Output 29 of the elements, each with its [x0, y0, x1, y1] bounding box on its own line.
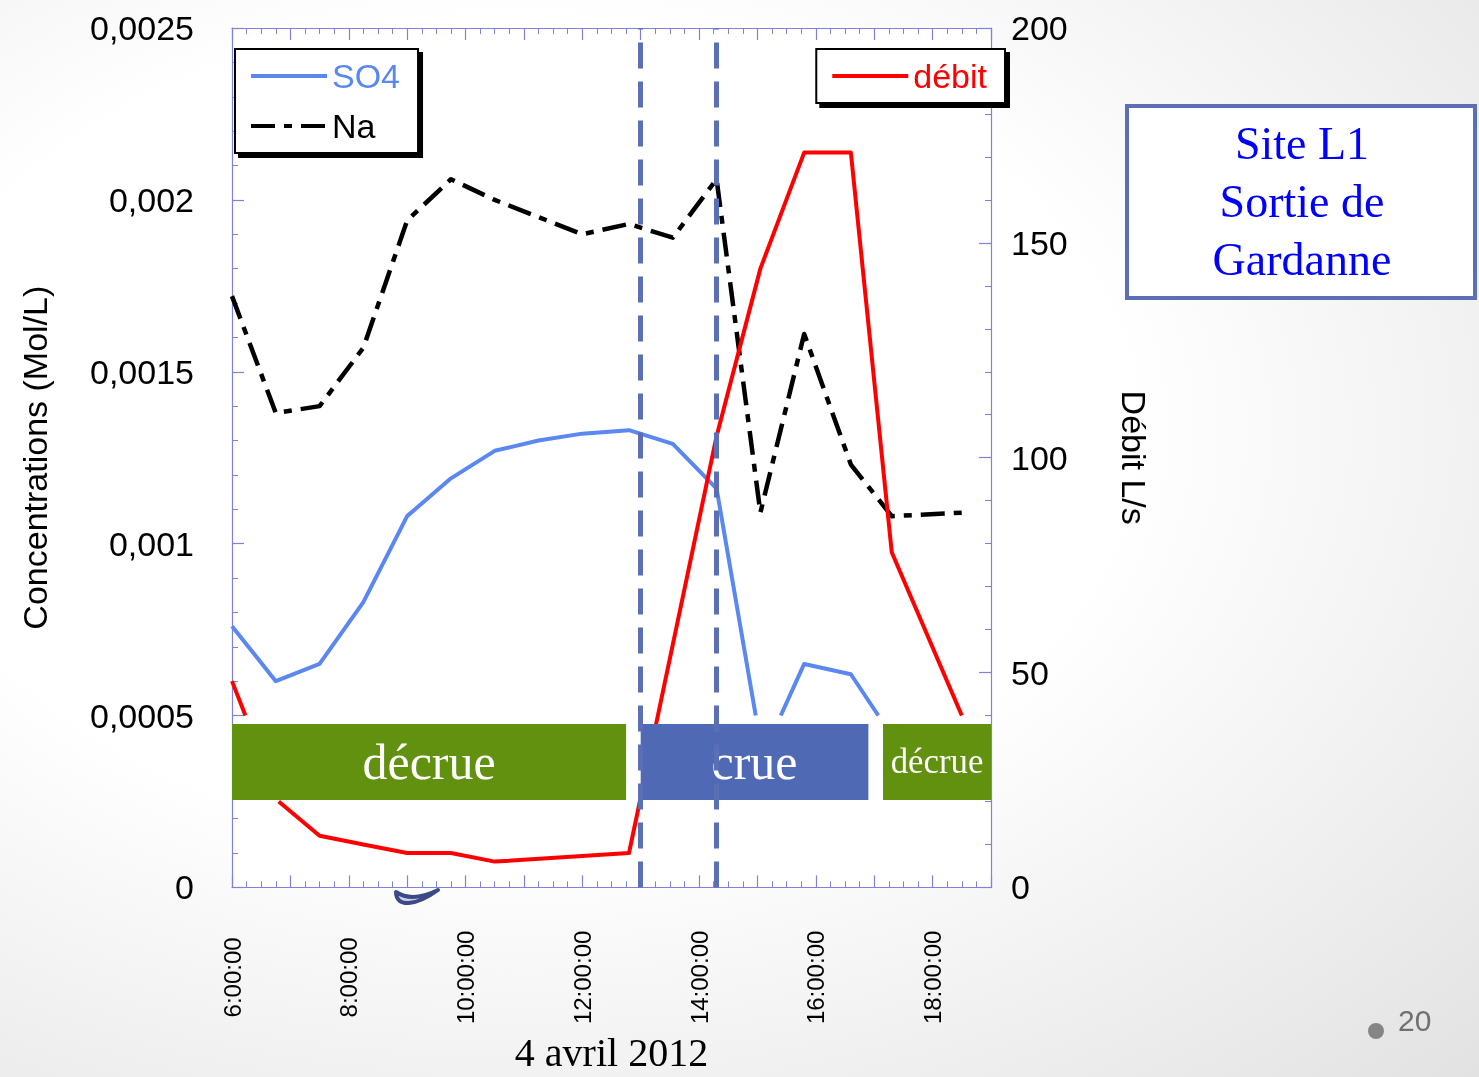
text: Site L1 Sortie de Gardanne [1211, 117, 1393, 287]
y2-tick-label: 100 [1011, 438, 1068, 477]
y-tick-label: 0 [175, 868, 194, 907]
x-axis-title: 4 avril 2012 [514, 1029, 709, 1075]
x-tick-label: 10:00:00 [452, 930, 480, 1025]
legend-label: SO4 [332, 57, 401, 95]
band-label: décrue [362, 733, 496, 790]
x-tick-label: 14:00:00 [685, 930, 713, 1025]
y2-tick-label: 50 [1011, 653, 1049, 692]
y-tick-label: 0,0015 [90, 352, 194, 391]
legend-label: Na [332, 107, 376, 145]
x-tick-label: 12:00:00 [568, 930, 596, 1025]
x-tick-label: 8:00:00 [335, 937, 363, 1018]
y-tick-label: 0,001 [108, 524, 194, 563]
y-tick-label: 0,0025 [90, 9, 194, 47]
y2-tick-label: 150 [1011, 223, 1068, 262]
line-series [229, 177, 965, 519]
x-tick-label: 16:00:00 [802, 930, 830, 1025]
y2-tick-label: 200 [1011, 9, 1068, 47]
y-axis-title: Concentrations (Mol/L) [16, 285, 54, 630]
y2-tick-label: 0 [1011, 868, 1030, 907]
band-label: décrue [890, 742, 984, 782]
y2-axis-title: Débit L/s [1115, 390, 1153, 525]
y-tick-label: 0,0005 [90, 696, 194, 735]
y-tick-label: 0,002 [108, 180, 194, 219]
x-tick-label: 18:00:00 [919, 930, 947, 1025]
text: 20 [1398, 1004, 1432, 1038]
legend-label: débit [913, 57, 988, 95]
x-tick-label: 6:00:00 [218, 937, 246, 1018]
